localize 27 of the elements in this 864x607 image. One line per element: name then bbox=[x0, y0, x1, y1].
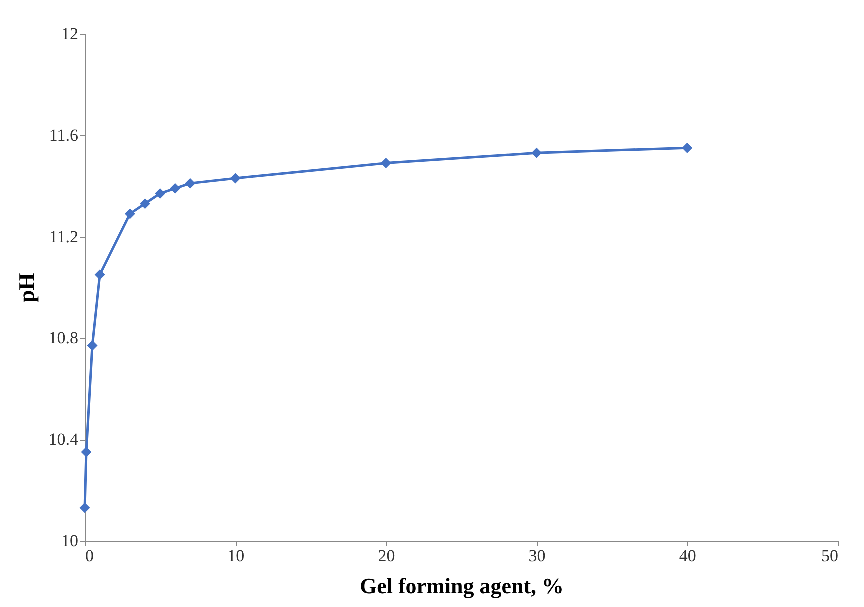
x-tick-label: 50 bbox=[822, 546, 838, 566]
y-tick-label: 10.8 bbox=[48, 328, 78, 348]
y-tick-label: 10 bbox=[62, 532, 78, 550]
point bbox=[230, 173, 241, 184]
point bbox=[170, 183, 181, 194]
point bbox=[140, 198, 150, 210]
x-tick-label: 10 bbox=[228, 546, 245, 566]
point bbox=[124, 208, 136, 220]
point bbox=[682, 142, 693, 154]
y-tick-label: 12 bbox=[62, 24, 78, 44]
y-tick-label: 10.4 bbox=[48, 430, 79, 450]
point bbox=[81, 447, 92, 458]
point bbox=[380, 158, 392, 169]
point bbox=[155, 188, 166, 199]
point bbox=[87, 340, 98, 352]
y-tick-label: 11.6 bbox=[49, 126, 78, 145]
x-tick-label: 20 bbox=[378, 546, 396, 566]
point bbox=[532, 148, 542, 158]
point bbox=[94, 270, 106, 280]
point bbox=[80, 502, 90, 514]
y-tick-label: 11.2 bbox=[49, 227, 78, 246]
y-axis-title: pH bbox=[14, 273, 39, 303]
x-tick-label: 40 bbox=[679, 546, 696, 566]
x-axis-title: Gel forming agent, % bbox=[360, 574, 564, 598]
x-tick-label: 30 bbox=[528, 546, 546, 566]
point bbox=[185, 178, 196, 189]
x-tick-label: 0 bbox=[86, 546, 94, 566]
